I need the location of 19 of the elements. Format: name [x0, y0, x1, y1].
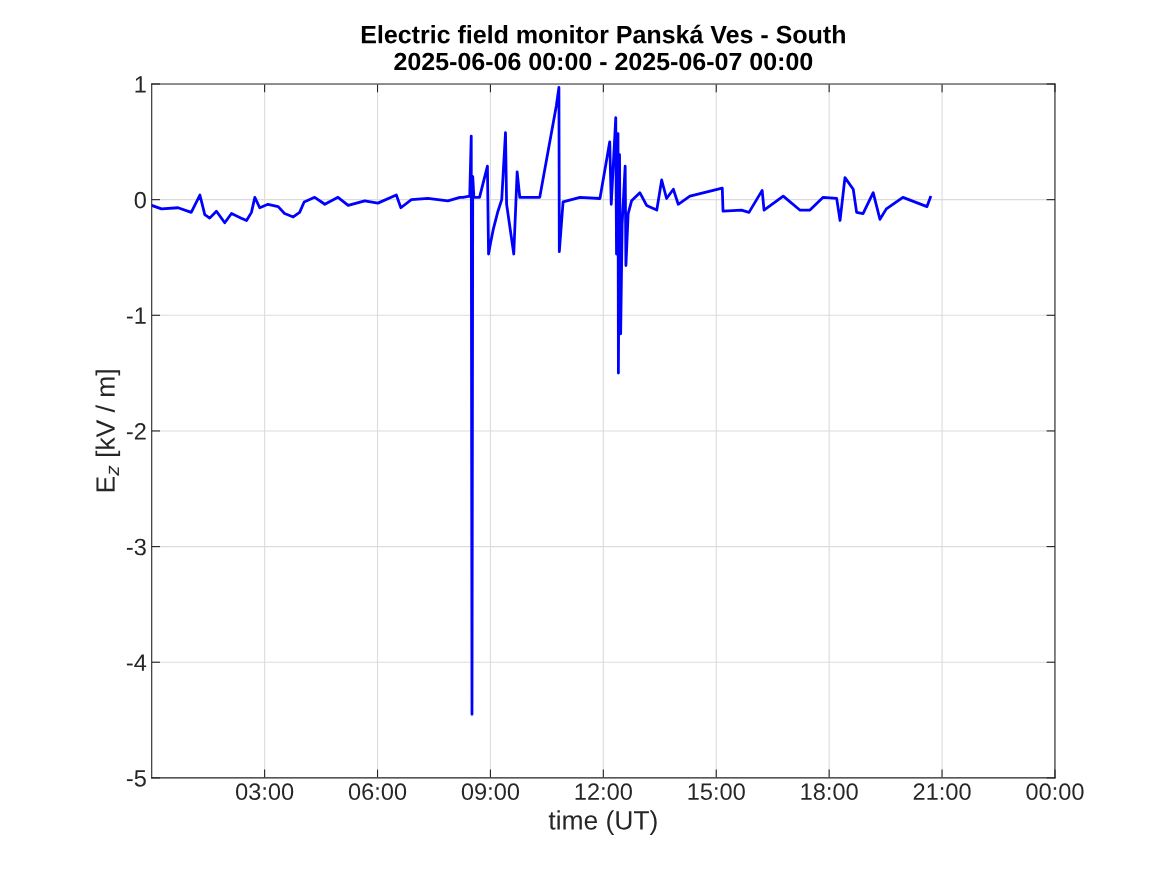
x-tick-label: 15:00 [688, 783, 745, 801]
y-tick-label: -3 [126, 538, 146, 556]
y-axis-title: E$_{z}$ [kV / m] [95, 370, 121, 492]
y-tick-label: -2 [126, 423, 146, 440]
y-tick-label: -4 [126, 654, 147, 671]
chart-title: Electric field monitor Panská Ves - South 2025-06-06 00:00 - 2025-06-07 00:00 [361, 24, 845, 71]
line-series [151, 86, 932, 716]
x-axis-title: time (UT) [548, 810, 657, 835]
x-tick-label: 21:00 [913, 783, 971, 801]
x-tick-label: 00:00 [1026, 783, 1084, 801]
y-tick-label: -5 [126, 770, 146, 787]
x-tick-label: 06:00 [348, 783, 407, 801]
x-tick-label: 18:00 [801, 783, 858, 801]
x-tick-label: 03:00 [236, 783, 294, 801]
y-tick-label: 1 [135, 76, 146, 93]
x-tick-label: 12:00 [575, 783, 632, 801]
y-tick-label: -1 [126, 307, 146, 324]
x-tick-label: 09:00 [461, 783, 520, 801]
y-tick-label: 0 [134, 191, 146, 209]
